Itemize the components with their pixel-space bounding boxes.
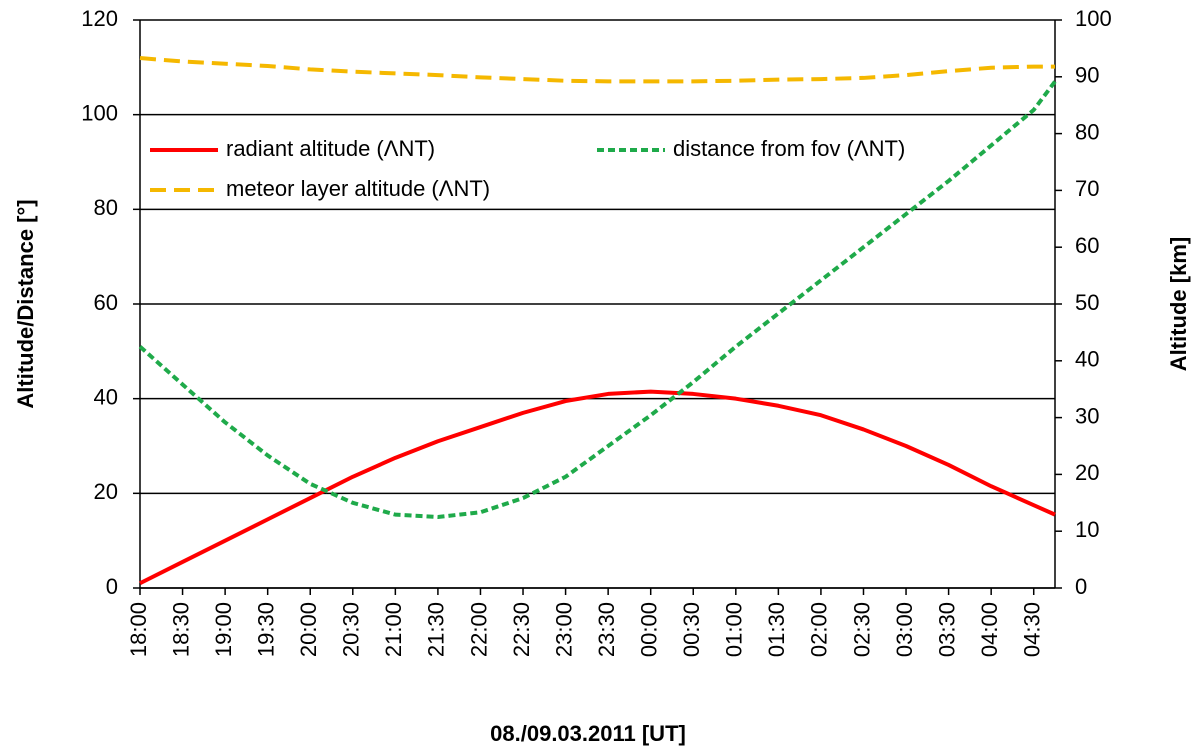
x-tick-label: 19:00 [211,602,236,657]
x-tick-label: 03:00 [892,602,917,657]
x-tick-label: 20:00 [296,602,321,657]
x-tick-label: 02:30 [849,602,874,657]
y2-tick-label: 30 [1075,403,1099,428]
y2-tick-label: 100 [1075,6,1112,31]
x-tick-label: 23:00 [551,602,576,657]
x-tick-label: 18:00 [126,602,151,657]
y2-tick-label: 50 [1075,290,1099,315]
x-tick-label: 04:00 [977,602,1002,657]
y-tick-label: 60 [94,290,118,315]
y-axis-title: Altitude/Distance [°] [13,199,38,408]
x-tick-label: 01:30 [764,602,789,657]
x-axis-title: 08./09.03.2011 [UT] [490,721,686,746]
x-tick-label: 20:30 [339,602,364,657]
y2-tick-label: 10 [1075,517,1099,542]
x-tick-label: 21:30 [424,602,449,657]
y-tick-label: 0 [106,574,118,599]
x-tick-label: 02:00 [807,602,832,657]
x-tick-label: 00:30 [679,602,704,657]
legend-label: distance from fov (ΛNT) [673,136,905,161]
y2-tick-label: 0 [1075,574,1087,599]
series-line [138,80,1057,519]
x-tick-label: 03:30 [934,602,959,657]
legend-label: radiant altitude (ΛNT) [226,136,435,161]
y2-tick-label: 70 [1075,176,1099,201]
y2-axis-title: Altitude [km] [1166,237,1191,371]
y-tick-label: 100 [81,100,118,125]
y2-tick-label: 90 [1075,63,1099,88]
y-tick-label: 80 [94,195,118,220]
x-tick-label: 22:00 [466,602,491,657]
x-tick-label: 22:30 [509,602,534,657]
y2-tick-label: 80 [1075,119,1099,144]
x-tick-label: 18:30 [168,602,193,657]
x-tick-label: 04:30 [1020,602,1045,657]
y2-tick-label: 20 [1075,460,1099,485]
y2-tick-label: 40 [1075,347,1099,372]
legend-label: meteor layer altitude (ΛNT) [226,176,490,201]
y-tick-label: 40 [94,384,118,409]
x-tick-label: 01:00 [722,602,747,657]
x-tick-label: 19:30 [253,602,278,657]
x-tick-label: 00:00 [637,602,662,657]
x-tick-label: 21:00 [381,602,406,657]
y2-tick-label: 60 [1075,233,1099,258]
series-line [139,56,1055,84]
y-tick-label: 20 [94,479,118,504]
series-line [139,389,1056,586]
x-tick-label: 23:30 [594,602,619,657]
y-tick-label: 120 [81,6,118,31]
